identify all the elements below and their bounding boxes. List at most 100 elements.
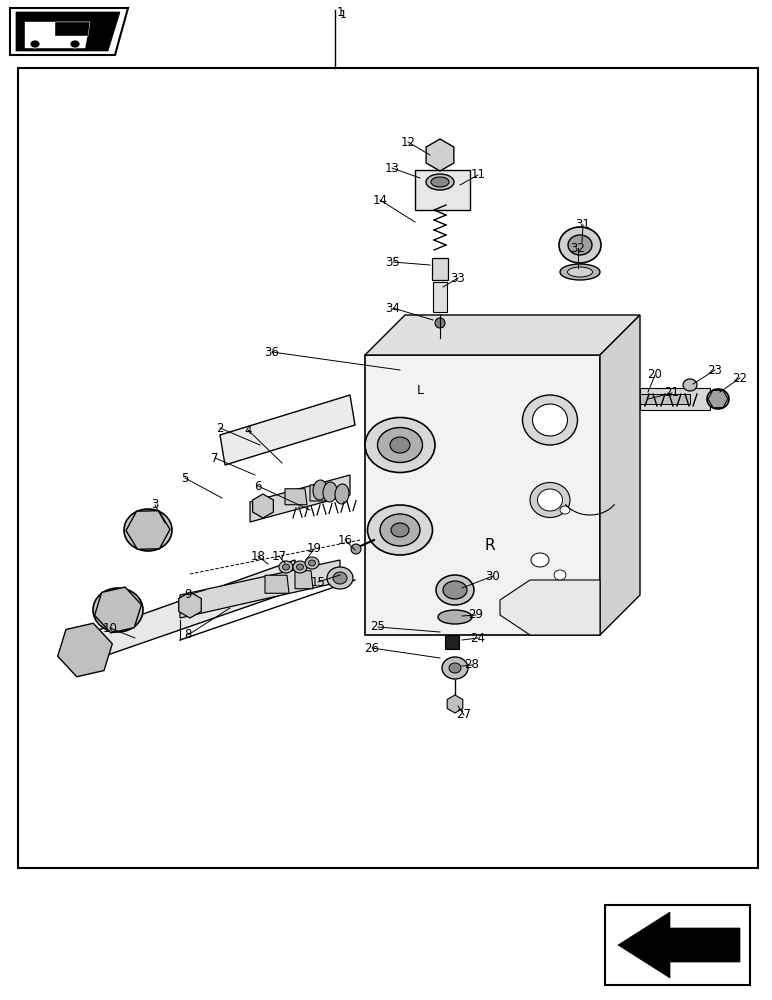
Ellipse shape bbox=[380, 514, 420, 546]
Ellipse shape bbox=[279, 561, 293, 573]
Ellipse shape bbox=[707, 389, 729, 409]
Polygon shape bbox=[10, 8, 128, 55]
Bar bbox=[432, 258, 448, 280]
Text: 10: 10 bbox=[103, 621, 117, 635]
Polygon shape bbox=[25, 22, 90, 48]
Polygon shape bbox=[618, 912, 740, 978]
Bar bbox=[415, 170, 470, 210]
Ellipse shape bbox=[293, 561, 307, 573]
Ellipse shape bbox=[309, 560, 316, 566]
Ellipse shape bbox=[313, 480, 327, 500]
Text: 21: 21 bbox=[665, 386, 679, 399]
Ellipse shape bbox=[683, 379, 697, 391]
Text: 1: 1 bbox=[340, 10, 347, 20]
Ellipse shape bbox=[70, 40, 80, 48]
Text: R: R bbox=[485, 538, 496, 552]
Ellipse shape bbox=[327, 567, 353, 589]
Ellipse shape bbox=[367, 505, 432, 555]
Text: 3: 3 bbox=[151, 498, 159, 512]
Polygon shape bbox=[55, 22, 90, 36]
Ellipse shape bbox=[333, 572, 347, 584]
Ellipse shape bbox=[93, 588, 143, 632]
Text: 33: 33 bbox=[451, 271, 466, 284]
Ellipse shape bbox=[124, 509, 172, 551]
Ellipse shape bbox=[443, 581, 467, 599]
Polygon shape bbox=[265, 575, 289, 593]
Bar bbox=[605, 905, 750, 985]
Polygon shape bbox=[70, 560, 295, 668]
Text: 24: 24 bbox=[470, 632, 486, 645]
Ellipse shape bbox=[351, 544, 361, 554]
Ellipse shape bbox=[133, 517, 163, 543]
Text: 22: 22 bbox=[733, 371, 747, 384]
Ellipse shape bbox=[523, 395, 577, 445]
Bar bbox=[640, 388, 710, 410]
Text: 6: 6 bbox=[254, 480, 262, 492]
Ellipse shape bbox=[531, 553, 549, 567]
Polygon shape bbox=[365, 355, 600, 635]
Ellipse shape bbox=[30, 40, 40, 48]
Ellipse shape bbox=[559, 227, 601, 263]
Ellipse shape bbox=[533, 404, 567, 436]
Text: 18: 18 bbox=[251, 550, 266, 562]
Ellipse shape bbox=[296, 564, 303, 570]
Text: 1: 1 bbox=[337, 6, 344, 19]
Ellipse shape bbox=[567, 267, 592, 277]
Polygon shape bbox=[600, 315, 640, 635]
Text: 13: 13 bbox=[384, 161, 399, 174]
Ellipse shape bbox=[335, 484, 349, 504]
Text: 16: 16 bbox=[337, 534, 353, 546]
Bar bbox=[433, 282, 447, 312]
Polygon shape bbox=[285, 489, 307, 505]
Ellipse shape bbox=[537, 489, 563, 511]
Bar bbox=[18, 68, 758, 868]
Text: 7: 7 bbox=[212, 452, 218, 464]
Ellipse shape bbox=[323, 482, 337, 502]
Ellipse shape bbox=[435, 318, 445, 328]
Ellipse shape bbox=[436, 575, 474, 605]
Ellipse shape bbox=[431, 148, 449, 162]
Text: 35: 35 bbox=[386, 255, 401, 268]
Text: 11: 11 bbox=[470, 168, 486, 182]
Text: 19: 19 bbox=[306, 542, 321, 556]
Text: 8: 8 bbox=[185, 629, 191, 642]
Ellipse shape bbox=[283, 564, 290, 570]
Polygon shape bbox=[500, 580, 600, 635]
Ellipse shape bbox=[449, 663, 461, 673]
Polygon shape bbox=[16, 12, 120, 51]
Polygon shape bbox=[295, 571, 313, 589]
Ellipse shape bbox=[554, 570, 566, 580]
Text: 20: 20 bbox=[648, 368, 662, 381]
Ellipse shape bbox=[390, 437, 410, 453]
Text: 5: 5 bbox=[181, 472, 188, 485]
Text: 27: 27 bbox=[456, 708, 472, 722]
Polygon shape bbox=[310, 485, 327, 501]
Text: 23: 23 bbox=[708, 363, 723, 376]
Ellipse shape bbox=[391, 523, 409, 537]
Bar bbox=[445, 635, 459, 649]
Polygon shape bbox=[365, 315, 640, 355]
Text: 2: 2 bbox=[216, 422, 224, 434]
Text: 14: 14 bbox=[373, 194, 388, 207]
Text: 29: 29 bbox=[469, 608, 483, 621]
Bar bbox=[640, 394, 690, 404]
Text: 26: 26 bbox=[364, 642, 380, 654]
Ellipse shape bbox=[365, 418, 435, 473]
Text: 34: 34 bbox=[385, 302, 401, 314]
Ellipse shape bbox=[431, 177, 449, 187]
Polygon shape bbox=[250, 475, 350, 522]
Text: 31: 31 bbox=[576, 219, 591, 232]
Text: 4: 4 bbox=[244, 424, 252, 436]
Text: 25: 25 bbox=[371, 620, 385, 634]
Ellipse shape bbox=[72, 639, 98, 661]
Polygon shape bbox=[220, 395, 355, 465]
Text: 17: 17 bbox=[272, 550, 286, 562]
Ellipse shape bbox=[438, 610, 472, 624]
Text: L: L bbox=[417, 383, 424, 396]
Text: 36: 36 bbox=[265, 346, 279, 359]
Text: 12: 12 bbox=[401, 135, 415, 148]
Ellipse shape bbox=[530, 483, 570, 518]
Ellipse shape bbox=[560, 506, 570, 514]
Text: 32: 32 bbox=[571, 241, 585, 254]
Text: 28: 28 bbox=[465, 658, 479, 672]
